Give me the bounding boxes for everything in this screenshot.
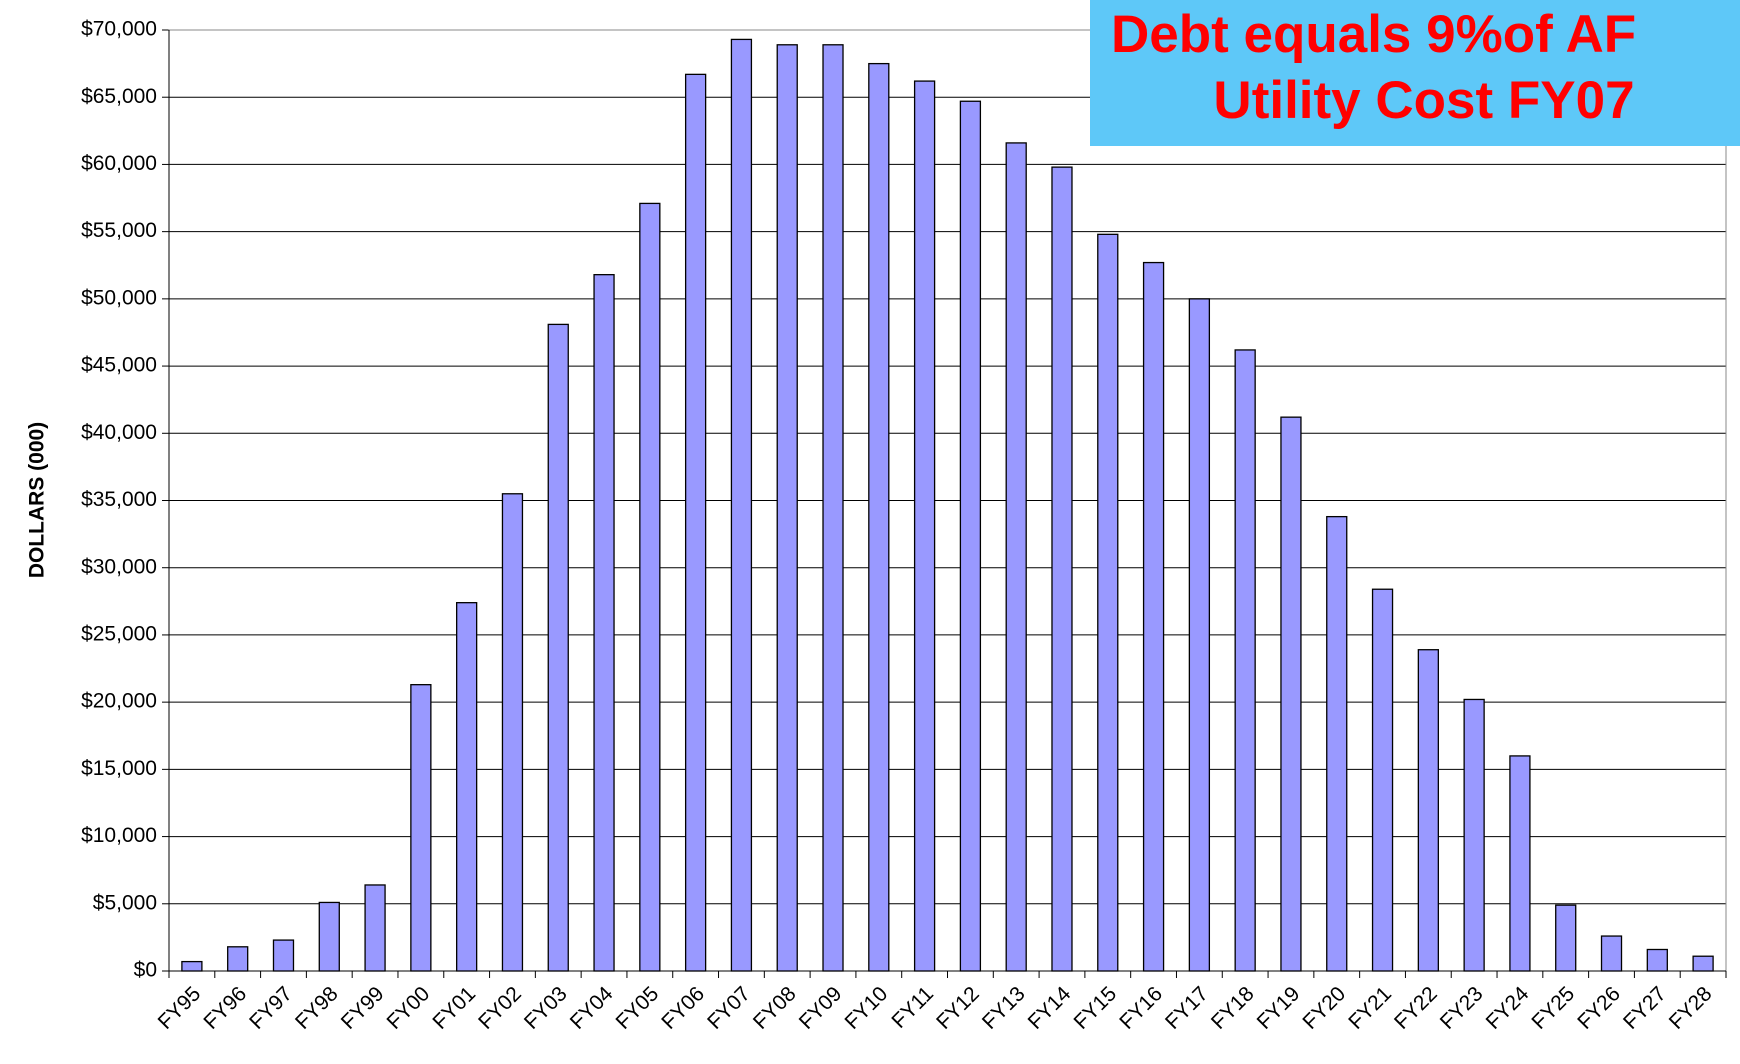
x-tick-label: FY02 bbox=[474, 982, 526, 1034]
x-tick-label: FY17 bbox=[1161, 982, 1213, 1034]
x-tick-label: FY07 bbox=[703, 982, 755, 1034]
bar bbox=[1234, 349, 1256, 972]
bar bbox=[1509, 755, 1531, 972]
y-tick-label: $10,000 bbox=[81, 824, 157, 847]
x-tick-label: FY22 bbox=[1390, 982, 1442, 1034]
x-tick-label: FY03 bbox=[520, 982, 572, 1034]
y-tick-label: $35,000 bbox=[81, 488, 157, 511]
x-tick-label: FY08 bbox=[749, 982, 801, 1034]
x-tick-label: FY19 bbox=[1253, 982, 1305, 1034]
bar bbox=[639, 202, 661, 972]
y-tick-label: $15,000 bbox=[81, 757, 157, 780]
y-tick-label: $20,000 bbox=[81, 690, 157, 713]
x-tick-label: FY23 bbox=[1436, 982, 1488, 1034]
x-tick-label: FY15 bbox=[1069, 982, 1121, 1034]
x-tick-label: FY01 bbox=[428, 982, 480, 1034]
bar bbox=[684, 73, 707, 972]
y-tick-label: $60,000 bbox=[81, 152, 157, 175]
x-tick-label: FY27 bbox=[1619, 982, 1671, 1034]
bar bbox=[822, 44, 844, 972]
x-tick-label: FY28 bbox=[1665, 982, 1717, 1034]
x-tick-label: FY98 bbox=[291, 982, 343, 1034]
y-tick-label: $65,000 bbox=[81, 85, 157, 108]
x-tick-label: FY99 bbox=[337, 982, 389, 1034]
bar bbox=[1371, 588, 1394, 972]
y-tick-label: $45,000 bbox=[81, 354, 157, 377]
x-tick-label: FY95 bbox=[154, 982, 206, 1034]
x-tick-label: FY10 bbox=[841, 982, 893, 1034]
bar bbox=[1600, 935, 1623, 972]
bar bbox=[1142, 261, 1165, 972]
bar bbox=[1005, 142, 1027, 972]
y-tick-label: $5,000 bbox=[93, 891, 157, 914]
x-tick-label: FY16 bbox=[1115, 982, 1167, 1034]
bar bbox=[730, 38, 753, 972]
bar bbox=[501, 493, 524, 972]
annotation-box bbox=[1090, 0, 1740, 146]
bar bbox=[913, 80, 936, 972]
x-tick-label: FY97 bbox=[245, 982, 297, 1034]
x-tick-label: FY26 bbox=[1573, 982, 1625, 1034]
y-axis-label: DOLLARS (000) bbox=[26, 422, 49, 578]
bar bbox=[547, 323, 569, 972]
bar bbox=[1051, 166, 1073, 972]
x-tick-label: FY11 bbox=[887, 982, 938, 1033]
x-tick-label: FY25 bbox=[1527, 982, 1579, 1034]
annotation-line: Debt equals 9%of AF bbox=[1111, 5, 1636, 64]
bar bbox=[1555, 904, 1577, 972]
bar bbox=[1646, 948, 1668, 972]
x-tick-label: FY04 bbox=[566, 982, 618, 1034]
bar bbox=[1326, 515, 1348, 972]
annotation-line: Utility Cost FY07 bbox=[1213, 71, 1634, 130]
y-tick-label: $0 bbox=[134, 959, 157, 982]
bar bbox=[227, 946, 249, 972]
y-tick-label: $40,000 bbox=[81, 421, 157, 444]
x-tick-label: FY00 bbox=[383, 982, 435, 1034]
bar bbox=[456, 602, 478, 972]
bar bbox=[1188, 298, 1211, 972]
x-tick-label: FY09 bbox=[795, 982, 847, 1034]
bar bbox=[868, 62, 890, 972]
bar bbox=[593, 274, 615, 972]
bar bbox=[1417, 649, 1439, 972]
bar bbox=[364, 884, 386, 972]
x-tick-label: FY06 bbox=[657, 982, 709, 1034]
x-tick-label: FY14 bbox=[1024, 982, 1076, 1034]
bar bbox=[410, 684, 432, 972]
bar bbox=[318, 901, 340, 972]
x-tick-label: FY20 bbox=[1298, 982, 1350, 1034]
y-tick-label: $30,000 bbox=[81, 555, 157, 578]
bar bbox=[1463, 698, 1485, 972]
y-tick-label: $25,000 bbox=[81, 622, 157, 645]
bar bbox=[272, 939, 295, 972]
bar bbox=[1692, 955, 1714, 972]
bar bbox=[959, 100, 982, 972]
x-tick-label: FY05 bbox=[612, 982, 664, 1034]
y-tick-label: $55,000 bbox=[81, 219, 157, 242]
x-tick-label: FY13 bbox=[978, 982, 1030, 1034]
y-tick-label: $50,000 bbox=[81, 286, 157, 309]
x-tick-label: FY18 bbox=[1207, 982, 1259, 1034]
y-tick-label: $70,000 bbox=[81, 18, 157, 41]
x-tick-label: FY96 bbox=[199, 982, 251, 1034]
bar bbox=[1097, 233, 1119, 972]
x-tick-label: FY21 bbox=[1344, 982, 1396, 1034]
x-tick-label: FY24 bbox=[1482, 982, 1534, 1034]
bar bbox=[1280, 416, 1302, 972]
x-tick-label: FY12 bbox=[932, 982, 984, 1034]
bar bbox=[181, 960, 203, 972]
bar bbox=[776, 44, 798, 972]
